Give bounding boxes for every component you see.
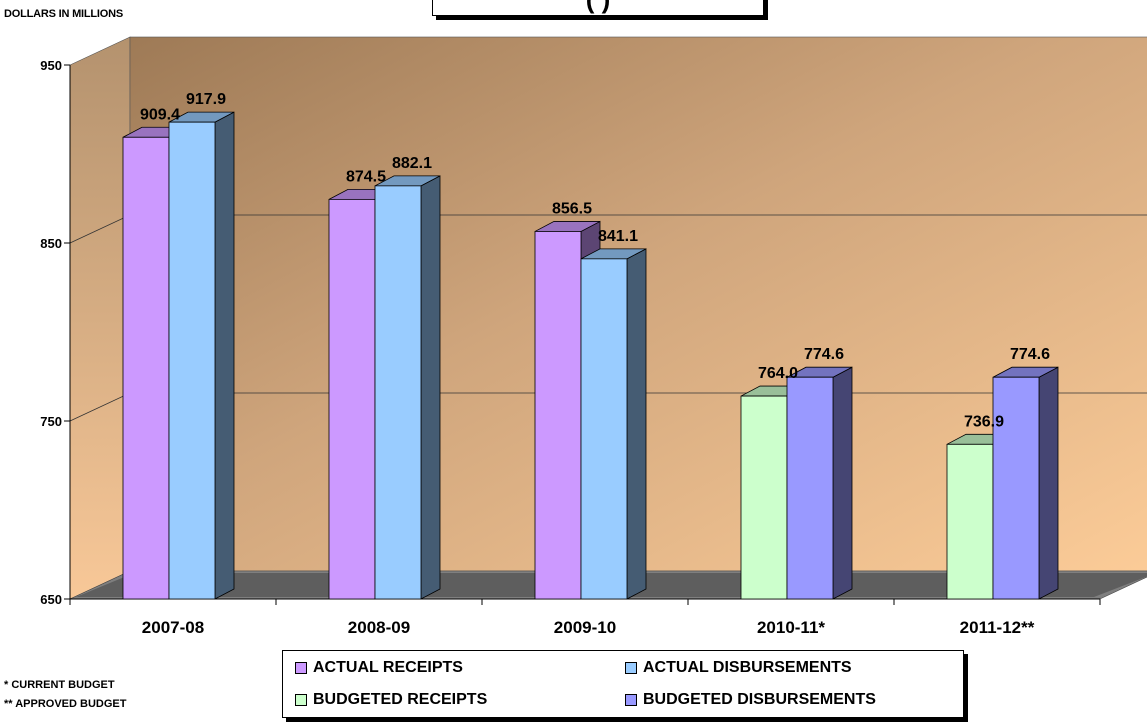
bar-front [580,258,628,600]
tick-labels: 650 750 850 950 2007-08 2008-09 2009-10 2010-11… [40,58,1034,637]
bar-2008-09-1 [374,175,441,600]
y-tick-label: 850 [40,236,62,251]
x-tick-label: 2011-12** [960,618,1035,637]
legend-label-budgeted-disbursements: BUDGETED DISBURSEMENTS [643,691,876,708]
footnote-current-budget: * CURRENT BUDGET [4,679,115,691]
data-label: 774.6 [1010,346,1050,363]
gridline-side [69,214,131,244]
data-label: 917.9 [186,91,226,108]
bar-front [992,376,1040,600]
y-tick-label: 750 [40,414,62,429]
bars [122,111,1059,600]
bar-front [740,395,788,600]
bar-side [626,248,647,600]
bar-2007-08-1 [168,111,235,600]
y-tick-label: 950 [40,58,62,73]
bar-front [946,443,994,600]
data-label: 882.1 [392,155,432,172]
bar-2010-11*-1 [786,366,853,600]
x-tick-label: 2008-09 [348,618,410,637]
data-labels: 909.4 917.9 874.5 882.1 856.5 841.1 764.0 774.6… [140,91,1050,430]
chart-title-fragment: ( ) [586,0,611,14]
legend-swatch-budgeted-receipts [295,694,307,706]
data-label: 774.6 [804,346,844,363]
gridline-side [69,392,131,422]
legend-item-budgeted-receipts: BUDGETED RECEIPTS [295,689,487,711]
bar-front [168,121,216,600]
side-wall [69,36,131,600]
legend-label-actual-disbursements: ACTUAL DISBURSEMENTS [643,659,852,676]
chart-title-box: ( ) [432,0,764,16]
bar-side [1038,366,1059,600]
x-tick-label: 2010-11* [757,618,825,637]
units-label: DOLLARS IN MILLIONS [4,8,124,20]
x-tick-label: 2007-08 [142,618,204,637]
legend-label-actual-receipts: ACTUAL RECEIPTS [313,659,463,676]
x-tick-label: 2009-10 [554,618,616,637]
bar-front [122,136,170,600]
data-label: 841.1 [598,228,638,245]
legend-swatch-budgeted-disbursements [625,694,637,706]
legend-label-budgeted-receipts: BUDGETED RECEIPTS [313,691,488,708]
legend: ACTUAL RECEIPTS ACTUAL DISBURSEMENTS BUD… [282,650,964,718]
data-label: 856.5 [552,200,592,217]
legend-item-actual-disbursements: ACTUAL DISBURSEMENTS [625,657,852,679]
legend-swatch-actual-disbursements [625,662,637,674]
data-label: 736.9 [964,413,1004,430]
legend-item-budgeted-disbursements: BUDGETED DISBURSEMENTS [625,689,876,711]
bar-side [214,111,235,600]
bar-2009-10-1 [580,248,647,600]
legend-swatch-actual-receipts [295,662,307,674]
bar-2011-12**-1 [992,366,1059,600]
bar-front [534,231,582,600]
footnote-approved-budget: ** APPROVED BUDGET [4,698,127,710]
data-label: 764.0 [758,365,798,382]
bar-front [374,185,422,600]
bar-front [786,376,834,600]
y-tick-label: 650 [40,592,62,607]
legend-item-actual-receipts: ACTUAL RECEIPTS [295,657,463,679]
bar-front [328,198,376,600]
data-label: 909.4 [140,106,180,123]
bar-side [832,366,853,600]
bar-side [420,175,441,600]
data-label: 874.5 [346,168,386,185]
